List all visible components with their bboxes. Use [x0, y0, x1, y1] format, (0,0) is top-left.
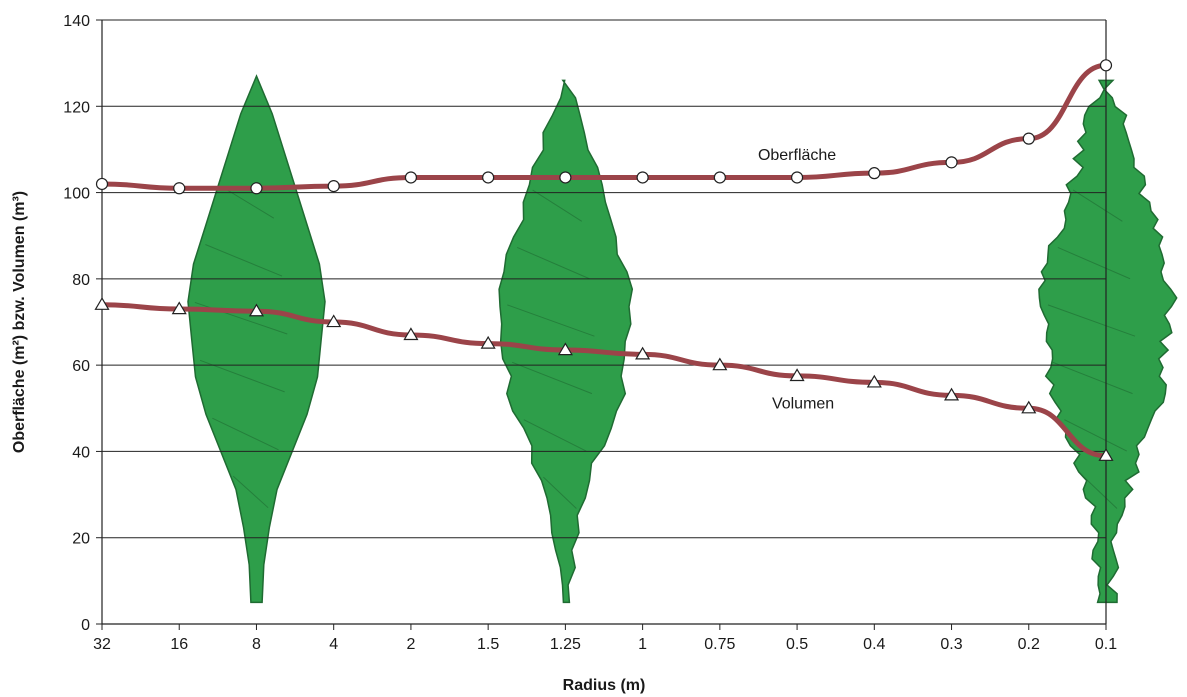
tree-facet [532, 189, 583, 222]
series-line [99, 62, 1109, 191]
tree-facet [221, 186, 275, 219]
x-tick-label: 1.25 [550, 636, 581, 653]
data-point [250, 182, 263, 195]
x-tick-label: 0.75 [704, 636, 735, 653]
tree-illustrations [187, 74, 1178, 604]
y-tick-label: 0 [81, 617, 90, 634]
tree-facet [1064, 419, 1128, 452]
data-point [94, 297, 110, 310]
data-point [403, 327, 419, 341]
axes: 0 20 40 60 80 100 120 140 32 16 8 4 2 1.5 1.25 1 0.75 0.5… [63, 13, 1117, 653]
data-point [559, 171, 572, 184]
data-point [557, 342, 573, 356]
data-point [404, 171, 418, 184]
y-tick-label: 60 [72, 358, 90, 375]
data-point [95, 177, 109, 191]
data-point [713, 171, 726, 184]
x-tick-label: 1 [638, 636, 647, 653]
data-point [945, 156, 958, 169]
y-tick-label: 40 [72, 444, 90, 461]
data-point [635, 346, 651, 360]
data-point [789, 368, 805, 382]
y-tick-label: 140 [63, 13, 90, 30]
data-point [480, 335, 496, 349]
x-tick-label: 4 [329, 636, 338, 653]
tree-facet [523, 419, 587, 452]
tree-facet [512, 361, 593, 395]
x-tick-label: 32 [93, 636, 111, 653]
data-point [1098, 448, 1114, 461]
x-tick-label: 8 [252, 636, 261, 653]
data-point [868, 167, 881, 180]
tree-facet [1052, 361, 1133, 395]
tree-facet [517, 246, 590, 280]
y-tick-label: 80 [72, 272, 90, 289]
tree-facet [543, 476, 577, 509]
series-label-oberflaeche: Oberfläche [758, 147, 836, 164]
data-point [173, 182, 186, 195]
series-label-volumen: Volumen [772, 395, 834, 412]
y-tick-label: 20 [72, 531, 90, 548]
y-tick-label: 120 [63, 99, 90, 116]
tree-facet [232, 475, 269, 509]
data-point [943, 387, 960, 401]
tree-facet [507, 304, 595, 337]
data-point [866, 374, 882, 388]
tree-facet [1047, 304, 1136, 337]
data-point [327, 180, 340, 193]
x-tick-label: 1.5 [477, 636, 499, 653]
tree-shape [1038, 79, 1178, 604]
data-point [1021, 400, 1037, 414]
x-tick-label: 0.3 [940, 636, 962, 653]
tree-facet [205, 244, 283, 277]
x-axis-title: Radius (m) [563, 677, 646, 694]
x-tick-label: 2 [406, 636, 415, 653]
tree-facet [1057, 246, 1131, 280]
x-tick-label: 16 [170, 636, 188, 653]
y-axis-title: Oberfläche (m²) bzw. Volumen (m³) [11, 191, 28, 453]
data-point [248, 303, 265, 317]
data-point [171, 301, 187, 315]
series-layer [94, 59, 1114, 461]
data-point [1022, 132, 1035, 145]
x-tick-label: 0.2 [1018, 636, 1040, 653]
tree-shape [498, 79, 634, 604]
tree-shape [187, 74, 326, 604]
tree-facet [212, 417, 279, 451]
x-tick-label: 0.5 [786, 636, 808, 653]
data-point [482, 171, 495, 184]
y-tick-label: 100 [63, 186, 90, 203]
labels-layer: Oberfläche Volumen [758, 147, 836, 412]
x-tick-label: 0.1 [1095, 636, 1117, 653]
data-point [790, 171, 804, 184]
data-point [1099, 59, 1113, 72]
data-point [326, 314, 342, 328]
data-point [712, 357, 728, 371]
tree-facet [1072, 189, 1123, 222]
x-tick-label: 0.4 [863, 636, 885, 653]
tree-facet [1083, 476, 1118, 509]
data-point [636, 171, 649, 184]
